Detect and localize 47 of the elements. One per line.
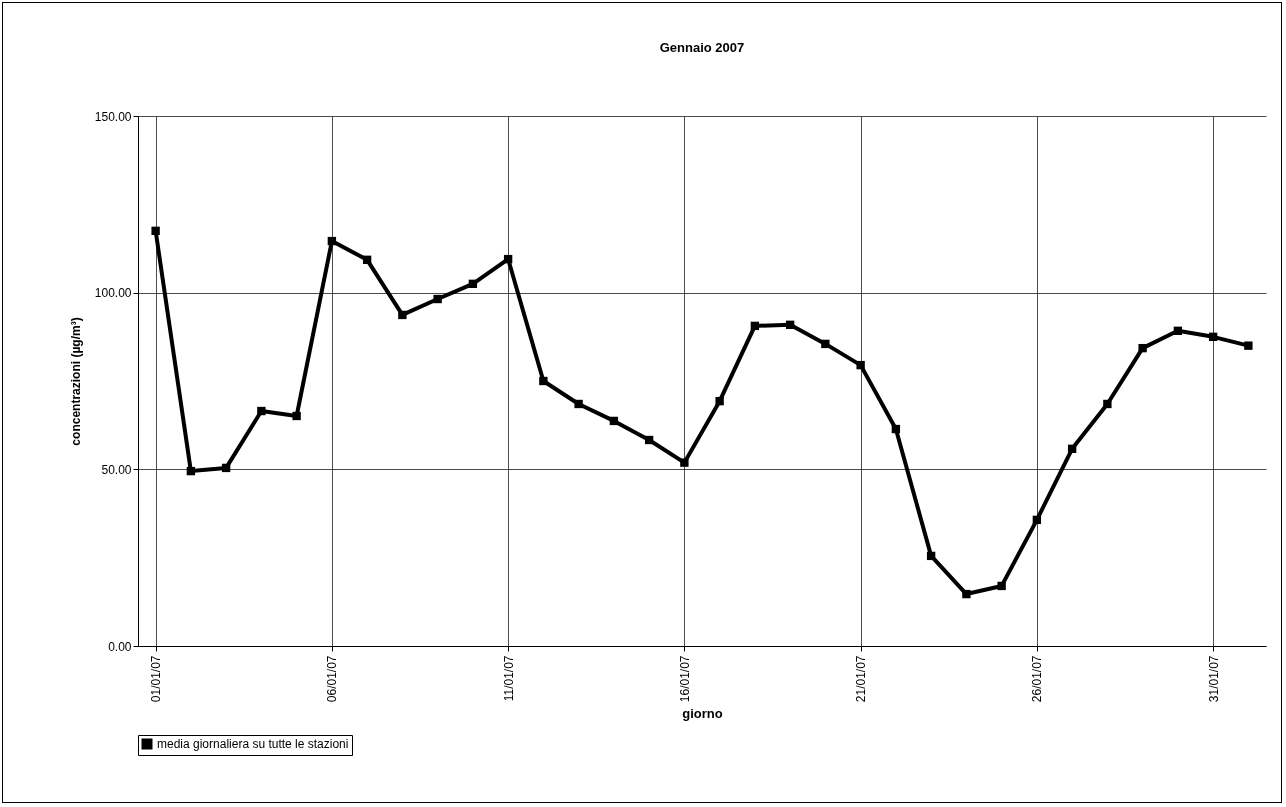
point bbox=[362, 255, 372, 264]
point bbox=[433, 294, 442, 304]
point bbox=[821, 339, 830, 349]
x-tick-label: 31/01/07 bbox=[1206, 655, 1221, 703]
point bbox=[1138, 343, 1147, 353]
point bbox=[926, 551, 936, 561]
y-axis-title: concentrazioni (µg/m³) bbox=[68, 317, 83, 446]
point bbox=[503, 254, 513, 264]
point bbox=[1173, 326, 1183, 336]
x-tick-label: 06/01/07 bbox=[325, 655, 340, 703]
y-tick-label: 50.00 bbox=[101, 462, 132, 477]
x-tick-label: 16/01/07 bbox=[677, 655, 692, 703]
point bbox=[574, 399, 583, 409]
point bbox=[962, 589, 971, 599]
legend-label: media giornaliera su tutte le stazioni bbox=[157, 737, 349, 751]
x-tick-label: 21/01/07 bbox=[854, 655, 869, 703]
y-tick-label: 150.00 bbox=[94, 109, 132, 124]
point bbox=[398, 310, 407, 320]
point bbox=[644, 435, 654, 445]
point bbox=[1103, 399, 1112, 409]
point bbox=[468, 279, 478, 289]
point bbox=[680, 458, 689, 467]
point bbox=[609, 416, 619, 426]
x-tick-label: 01/01/07 bbox=[149, 655, 164, 703]
x-axis-title: giorno bbox=[682, 706, 723, 722]
point bbox=[891, 424, 901, 434]
point bbox=[1067, 444, 1077, 454]
point bbox=[186, 466, 196, 476]
y-tick-label: 0.00 bbox=[108, 639, 132, 654]
point bbox=[750, 321, 760, 331]
point bbox=[539, 376, 548, 386]
point bbox=[292, 411, 301, 421]
point bbox=[221, 463, 231, 473]
point bbox=[997, 581, 1006, 591]
x-tick-label: 26/01/07 bbox=[1030, 655, 1045, 703]
x-tick-label: 11/01/07 bbox=[501, 655, 516, 702]
point bbox=[1244, 341, 1253, 350]
point bbox=[1032, 515, 1042, 525]
point bbox=[151, 226, 160, 236]
point bbox=[257, 406, 266, 416]
y-tick-label: 100.00 bbox=[94, 286, 132, 301]
chart-title: Gennaio 2007 bbox=[659, 40, 745, 55]
point bbox=[785, 320, 795, 329]
point bbox=[1208, 332, 1218, 342]
point bbox=[715, 396, 724, 406]
point bbox=[327, 236, 337, 246]
point bbox=[856, 360, 865, 370]
